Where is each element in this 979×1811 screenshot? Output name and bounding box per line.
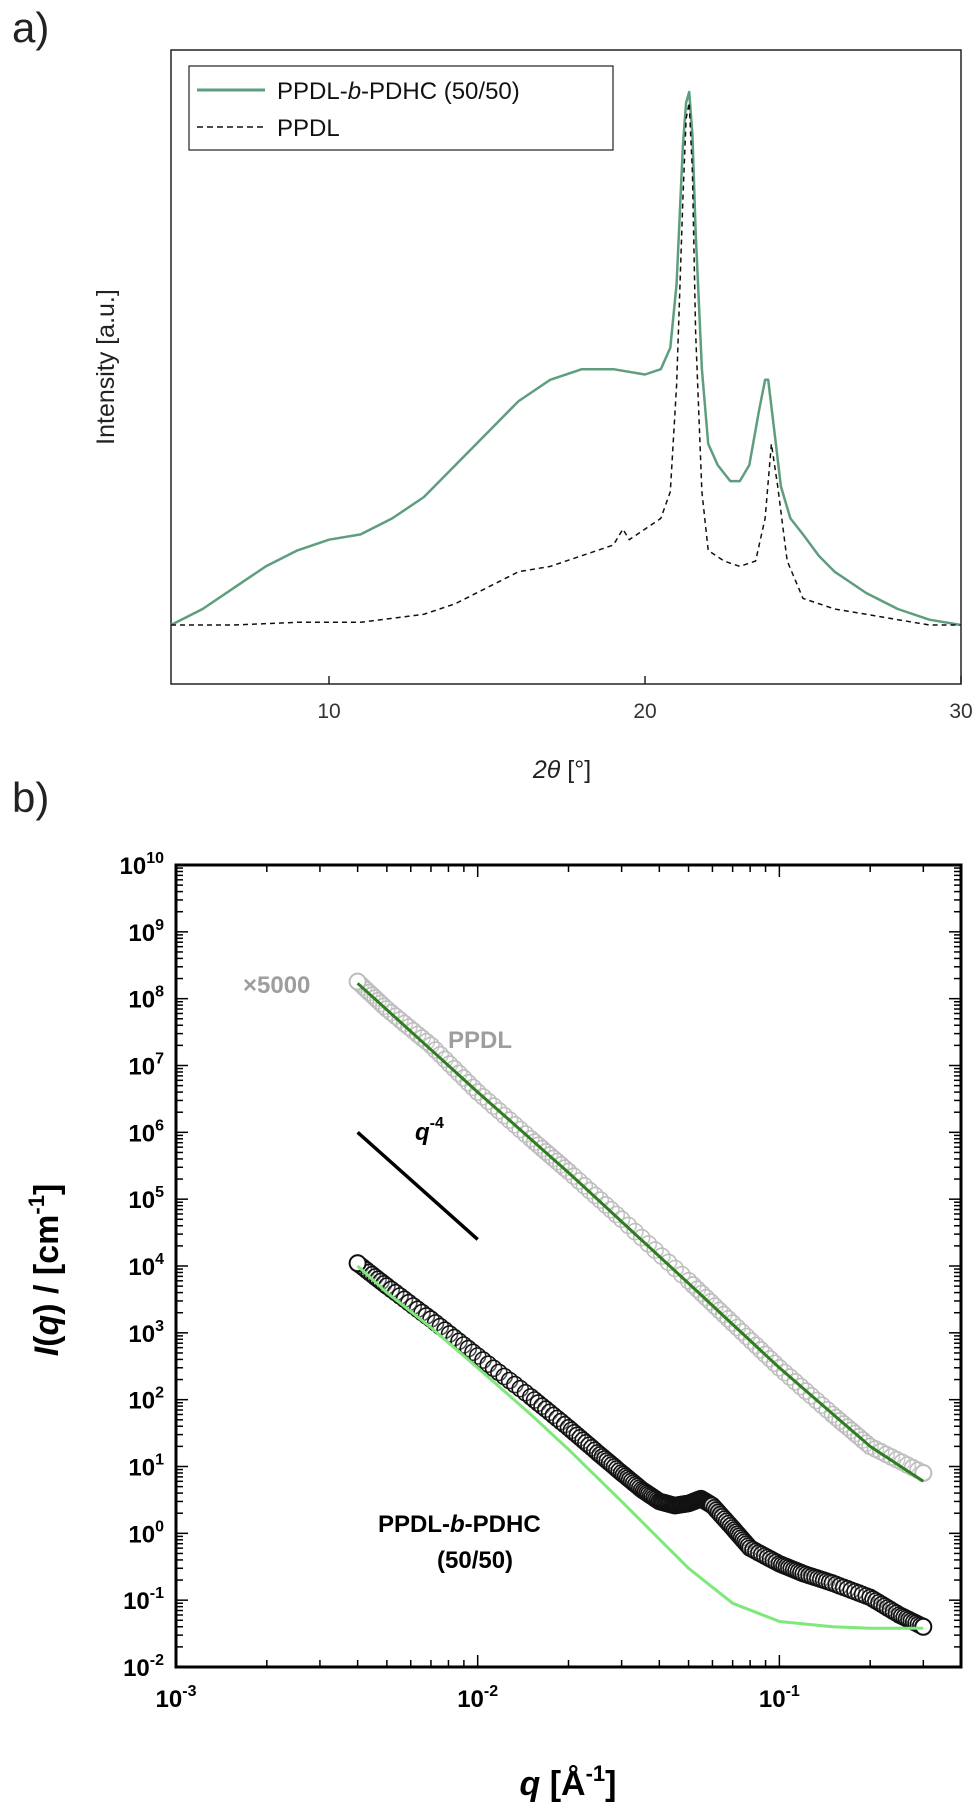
data-point: [666, 1259, 685, 1278]
y-label-var: q: [28, 1315, 66, 1336]
slope-reference-line: [356, 1131, 479, 1241]
saxs-y-tick-label: 100: [128, 1518, 164, 1548]
y-label-close: ): [28, 1303, 66, 1314]
panel-a-label: a): [12, 4, 49, 51]
data-point: [659, 1253, 678, 1272]
ppdl-curve-label: PPDL: [448, 1027, 512, 1054]
saxs-y-tick-label: 101: [128, 1452, 164, 1482]
y-label-unit-close: ]: [28, 1184, 66, 1195]
xrd-line-ppdl: [171, 101, 961, 626]
data-point: [652, 1247, 671, 1265]
legend-copolymer-part3: -PDHC (50/50): [361, 78, 520, 105]
saxs-y-tick-label: 105: [128, 1184, 164, 1214]
saxs-series-group: [348, 972, 933, 1636]
xrd-x-axis-symbol: 2θ: [532, 756, 561, 784]
saxs-y-tick-label: 10-2: [123, 1652, 164, 1682]
data-point-start: [348, 1254, 367, 1273]
saxs-tick-labels: 10-3 10-2 10-110-210-110010110210310410510…: [120, 850, 800, 1713]
data-point: [673, 1265, 691, 1284]
xrd-series-group: [170, 90, 962, 627]
panel-b-label: b): [12, 774, 49, 821]
saxs-y-tick-label: 104: [128, 1251, 164, 1281]
saxs-y-tick-label: 108: [128, 984, 164, 1014]
x-label-exp: -1: [586, 1761, 606, 1786]
legend-copolymer-part1: PPDL-: [277, 78, 348, 105]
saxs-chart: 10-3 10-2 10-110-210-110010110210310410510…: [24, 850, 963, 1803]
block-label-part1: PPDL-: [378, 1511, 450, 1538]
xrd-x-axis-unit: [°]: [560, 756, 591, 784]
xrd-x-ticks: 10 20 30: [317, 676, 973, 723]
xrd-x-axis-label: 2θ [°]: [532, 756, 591, 784]
xrd-legend-label-copolymer: PPDL-b-PDHC (50/50): [277, 78, 520, 105]
block-ratio-label: (50/50): [437, 1547, 513, 1574]
data-point: [626, 1222, 644, 1241]
saxs-x-tick-label: 10-3: [156, 1683, 197, 1713]
saxs-y-tick-label: 10-1: [123, 1585, 164, 1615]
saxs-y-tick-label: 1010: [120, 850, 165, 880]
y-label-unit-exp: -1: [24, 1195, 49, 1215]
saxs-x-axis-label: q [Å-1]: [520, 1761, 617, 1803]
data-point-end: [914, 1617, 933, 1636]
block-label-part3: -PDHC: [465, 1511, 541, 1538]
data-point: [632, 1228, 651, 1247]
saxs-minor-ticks: [175, 864, 962, 1668]
y-label-open: (: [28, 1335, 66, 1347]
saxs-y-tick-label: 102: [128, 1385, 164, 1415]
block-label-part2: b: [450, 1511, 465, 1538]
x-label-unit: [Å: [540, 1765, 585, 1803]
xrd-legend: PPDL-b-PDHC (50/50) PPDL: [188, 65, 614, 151]
xrd-x-tick-label: 30: [949, 700, 972, 723]
slope-label: q-4: [415, 1115, 444, 1146]
xrd-line-copolymer: [170, 90, 962, 627]
xrd-x-tick-label: 20: [633, 700, 656, 723]
saxs-x-tick-label: 10-2: [457, 1683, 498, 1713]
saxs-y-tick-label: 106: [128, 1117, 164, 1147]
xrd-plot-frame: [170, 49, 962, 685]
copolymer-fit-line: [356, 1264, 924, 1630]
slope-var: q: [415, 1119, 430, 1146]
x-label-var: q: [520, 1765, 541, 1803]
xrd-y-axis-label: Intensity [a.u.]: [92, 289, 120, 445]
y-label-unit: / [cm: [28, 1215, 66, 1304]
saxs-y-tick-label: 103: [128, 1318, 164, 1348]
y-label-func: I: [28, 1345, 66, 1356]
ppdl-scatter: [348, 972, 933, 1482]
block-copolymer-label: PPDL-b-PDHC: [378, 1511, 541, 1538]
xrd-chart: 10 20 30 Intensity [a.u.] 2θ [°] PPDL-b-PD…: [92, 49, 973, 784]
slope-exp: -4: [430, 1115, 444, 1132]
x-label-close: ]: [605, 1765, 616, 1803]
copolymer-scatter: [348, 1254, 933, 1636]
xrd-legend-label-ppdl: PPDL: [277, 115, 340, 142]
ppdl-fit-line: [356, 982, 925, 1483]
data-point: [639, 1235, 658, 1253]
data-point: [646, 1241, 664, 1259]
xrd-x-tick-label: 10: [317, 700, 340, 723]
legend-copolymer-part2: b: [348, 78, 361, 105]
saxs-x-tick-label: 10-1: [759, 1683, 800, 1713]
scale-factor-label: ×5000: [243, 972, 310, 999]
xrd-legend-box: [188, 65, 614, 151]
data-point: [619, 1216, 638, 1235]
saxs-y-axis-label: I(q) / [cm-1]: [24, 1184, 66, 1357]
saxs-y-tick-label: 107: [128, 1051, 164, 1081]
saxs-y-tick-label: 109: [128, 917, 164, 947]
